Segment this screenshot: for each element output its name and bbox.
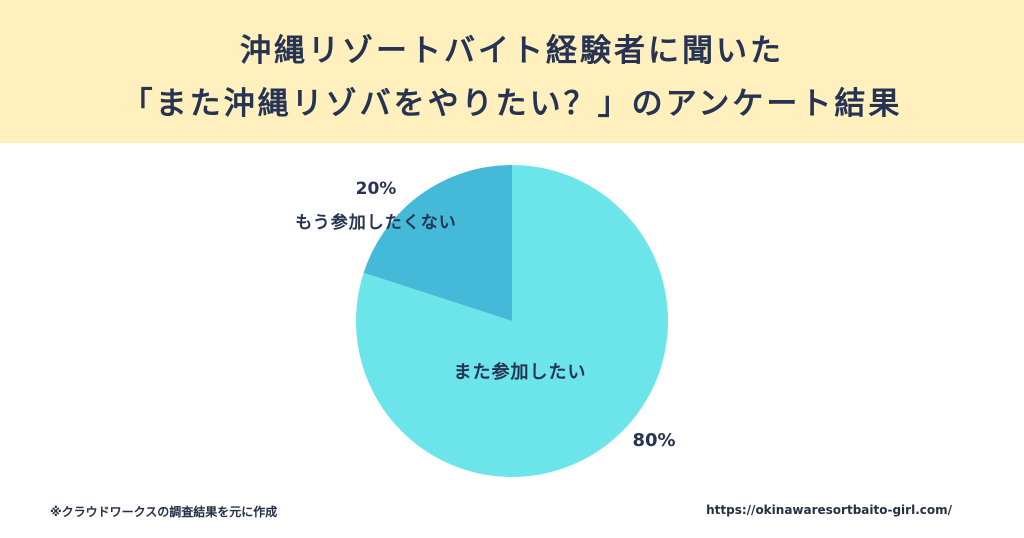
source-url-link[interactable]: https://okinawaresortbaito-girl.com/ bbox=[706, 503, 952, 517]
pie-label-want-again: また参加したい bbox=[454, 361, 587, 383]
pie-value-want-again: 80% bbox=[632, 430, 675, 451]
source-note: ※クラウドワークスの調査結果を元に作成 bbox=[50, 505, 278, 519]
header-banner: 沖縄リゾートバイト経験者に聞いた 「また沖縄リゾバをやりたい？」のアンケート結果 bbox=[0, 0, 1024, 143]
pie-slice-do-not-want-again bbox=[363, 165, 512, 321]
page-title-line-1: 沖縄リゾートバイト経験者に聞いた bbox=[240, 33, 784, 69]
pie-label-do-not-want-again: もう参加したくない bbox=[295, 212, 457, 233]
pie-value-do-not-want-again: 20% bbox=[356, 179, 397, 199]
pie-slice-want-again bbox=[355, 165, 668, 477]
page-title-line-2: 「また沖縄リゾバをやりたい？」のアンケート結果 bbox=[121, 86, 903, 122]
